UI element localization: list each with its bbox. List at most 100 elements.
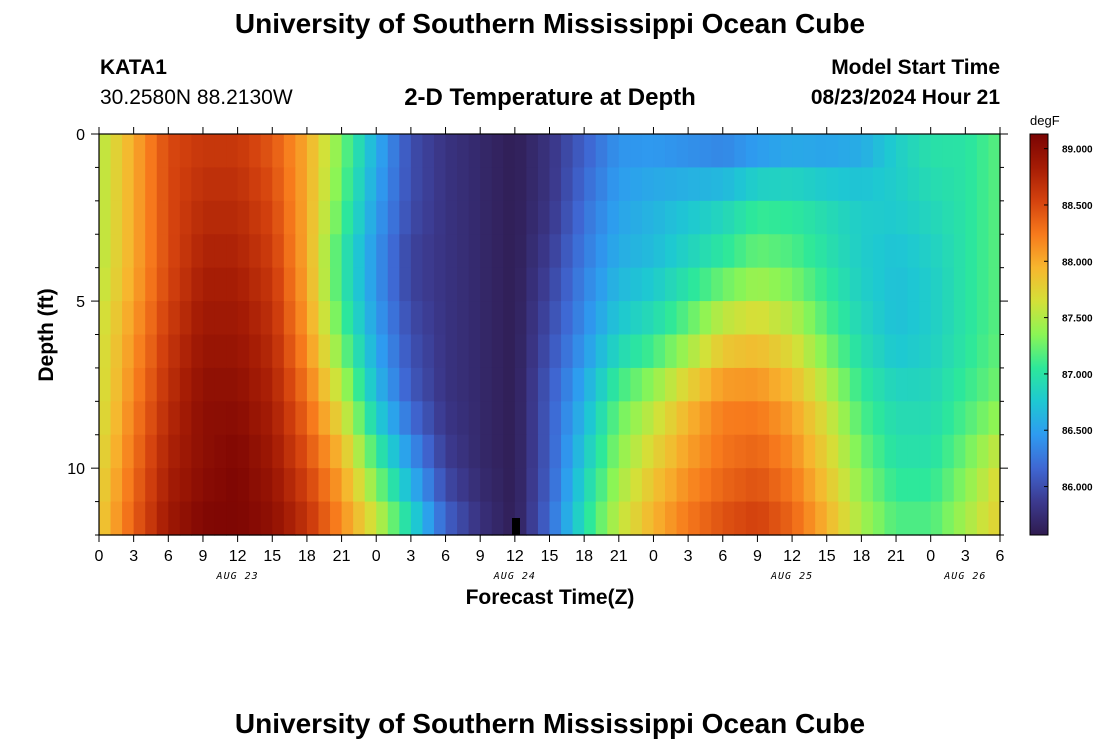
heatmap-cell	[341, 367, 354, 402]
heatmap-cell	[133, 234, 146, 269]
heatmap-cell	[792, 267, 805, 302]
heatmap-cell	[653, 301, 666, 336]
heatmap-cell	[433, 401, 447, 436]
heatmap-cell	[457, 401, 470, 436]
heatmap-cell	[942, 334, 955, 369]
heatmap-cell	[503, 468, 516, 503]
heatmap-cell	[618, 434, 631, 469]
date-label: AUG 26	[943, 571, 986, 582]
heatmap-cell	[792, 401, 805, 436]
heatmap-cell	[306, 401, 320, 436]
heatmap-cell	[145, 267, 158, 302]
heatmap-cell	[318, 334, 331, 369]
heatmap-cell	[722, 434, 735, 469]
heatmap-cell	[653, 134, 666, 169]
heatmap-cell	[249, 234, 262, 269]
heatmap-cell	[572, 167, 585, 202]
heatmap-cell	[630, 234, 643, 269]
heatmap-cell	[353, 367, 366, 402]
heatmap-cell	[99, 267, 112, 302]
heatmap-cell	[907, 267, 920, 302]
heatmap-cell	[433, 367, 447, 402]
heatmap-cell	[457, 134, 470, 169]
heatmap-cell	[988, 334, 1001, 369]
heatmap-cell	[907, 468, 920, 503]
heatmap-cell	[260, 367, 273, 402]
heatmap-cell	[468, 267, 481, 302]
heatmap-cell	[849, 301, 862, 336]
heatmap-cell	[226, 134, 239, 169]
heatmap-cell	[249, 267, 262, 302]
heatmap-cell	[457, 501, 470, 536]
heatmap-cell	[422, 501, 435, 536]
heatmap-cell	[122, 501, 135, 536]
heatmap-cell	[641, 301, 655, 336]
heatmap-cell	[422, 234, 435, 269]
heatmap-cell	[283, 501, 296, 536]
heatmap-cell	[653, 468, 666, 503]
heatmap-cell	[399, 200, 412, 235]
heatmap-cell	[133, 134, 146, 169]
heatmap-cell	[110, 234, 123, 269]
heatmap-cell	[514, 167, 527, 202]
heatmap-cell	[561, 134, 574, 169]
heatmap-cell	[953, 468, 966, 503]
heatmap-cell	[930, 267, 943, 302]
heatmap-cell	[734, 301, 747, 336]
x-axis: 0 3 6 9 12 15 18 21 0 3 6 9 12 15 18 21 0 3 6 9 12 15 18 21 0 3 6A…	[95, 127, 1005, 582]
heatmap-cell	[549, 501, 562, 536]
heatmap-cell	[607, 200, 620, 235]
heatmap-cell	[618, 367, 631, 402]
heatmap-cell	[353, 134, 366, 169]
heatmap-cell	[318, 501, 331, 536]
heatmap-cell	[896, 301, 909, 336]
heatmap-cell	[953, 501, 966, 536]
heatmap-cell	[849, 468, 862, 503]
heatmap-cell	[815, 367, 828, 402]
heatmap-cell	[202, 267, 216, 302]
heatmap-cell	[457, 367, 470, 402]
heatmap-cell	[803, 367, 816, 402]
heatmap-cell	[387, 267, 400, 302]
heatmap-cell	[942, 301, 955, 336]
heatmap-cell	[179, 434, 193, 469]
heatmap-cell	[445, 267, 458, 302]
heatmap-cell	[433, 134, 447, 169]
heatmap-cell	[907, 234, 920, 269]
heatmap-cell	[214, 401, 227, 436]
x-tick-label: 3	[961, 548, 970, 565]
heatmap-cell	[156, 167, 169, 202]
heatmap-cell	[768, 468, 782, 503]
heatmap-cell	[283, 468, 296, 503]
heatmap-cell	[168, 234, 181, 269]
heatmap-cell	[133, 401, 146, 436]
heatmap-cell	[491, 134, 504, 169]
heatmap-cell	[861, 134, 874, 169]
heatmap-cell	[688, 301, 701, 336]
heatmap-cell	[734, 200, 747, 235]
heatmap-cell	[618, 401, 631, 436]
heatmap-cell	[976, 234, 990, 269]
heatmap-cell	[907, 501, 920, 536]
heatmap-cell	[988, 167, 1001, 202]
heatmap-cell	[618, 134, 631, 169]
heatmap-cell	[457, 200, 470, 235]
heatmap-cell	[734, 501, 747, 536]
heatmap-cell	[191, 334, 204, 369]
heatmap-cell	[849, 434, 862, 469]
heatmap-cell	[318, 301, 331, 336]
heatmap-cell	[283, 234, 296, 269]
heatmap-cell	[133, 200, 146, 235]
heatmap-cell	[503, 334, 516, 369]
x-tick-label: 0	[95, 548, 104, 565]
heatmap-cell	[295, 200, 308, 235]
heatmap-cell	[595, 468, 608, 503]
heatmap-cell	[318, 234, 331, 269]
heatmap-cell	[145, 367, 158, 402]
heatmap-cell	[584, 334, 597, 369]
heatmap-cell	[734, 134, 747, 169]
heatmap-cell	[549, 301, 562, 336]
heatmap-cell	[306, 267, 320, 302]
heatmap-cell	[191, 301, 204, 336]
heatmap-cell	[942, 367, 955, 402]
